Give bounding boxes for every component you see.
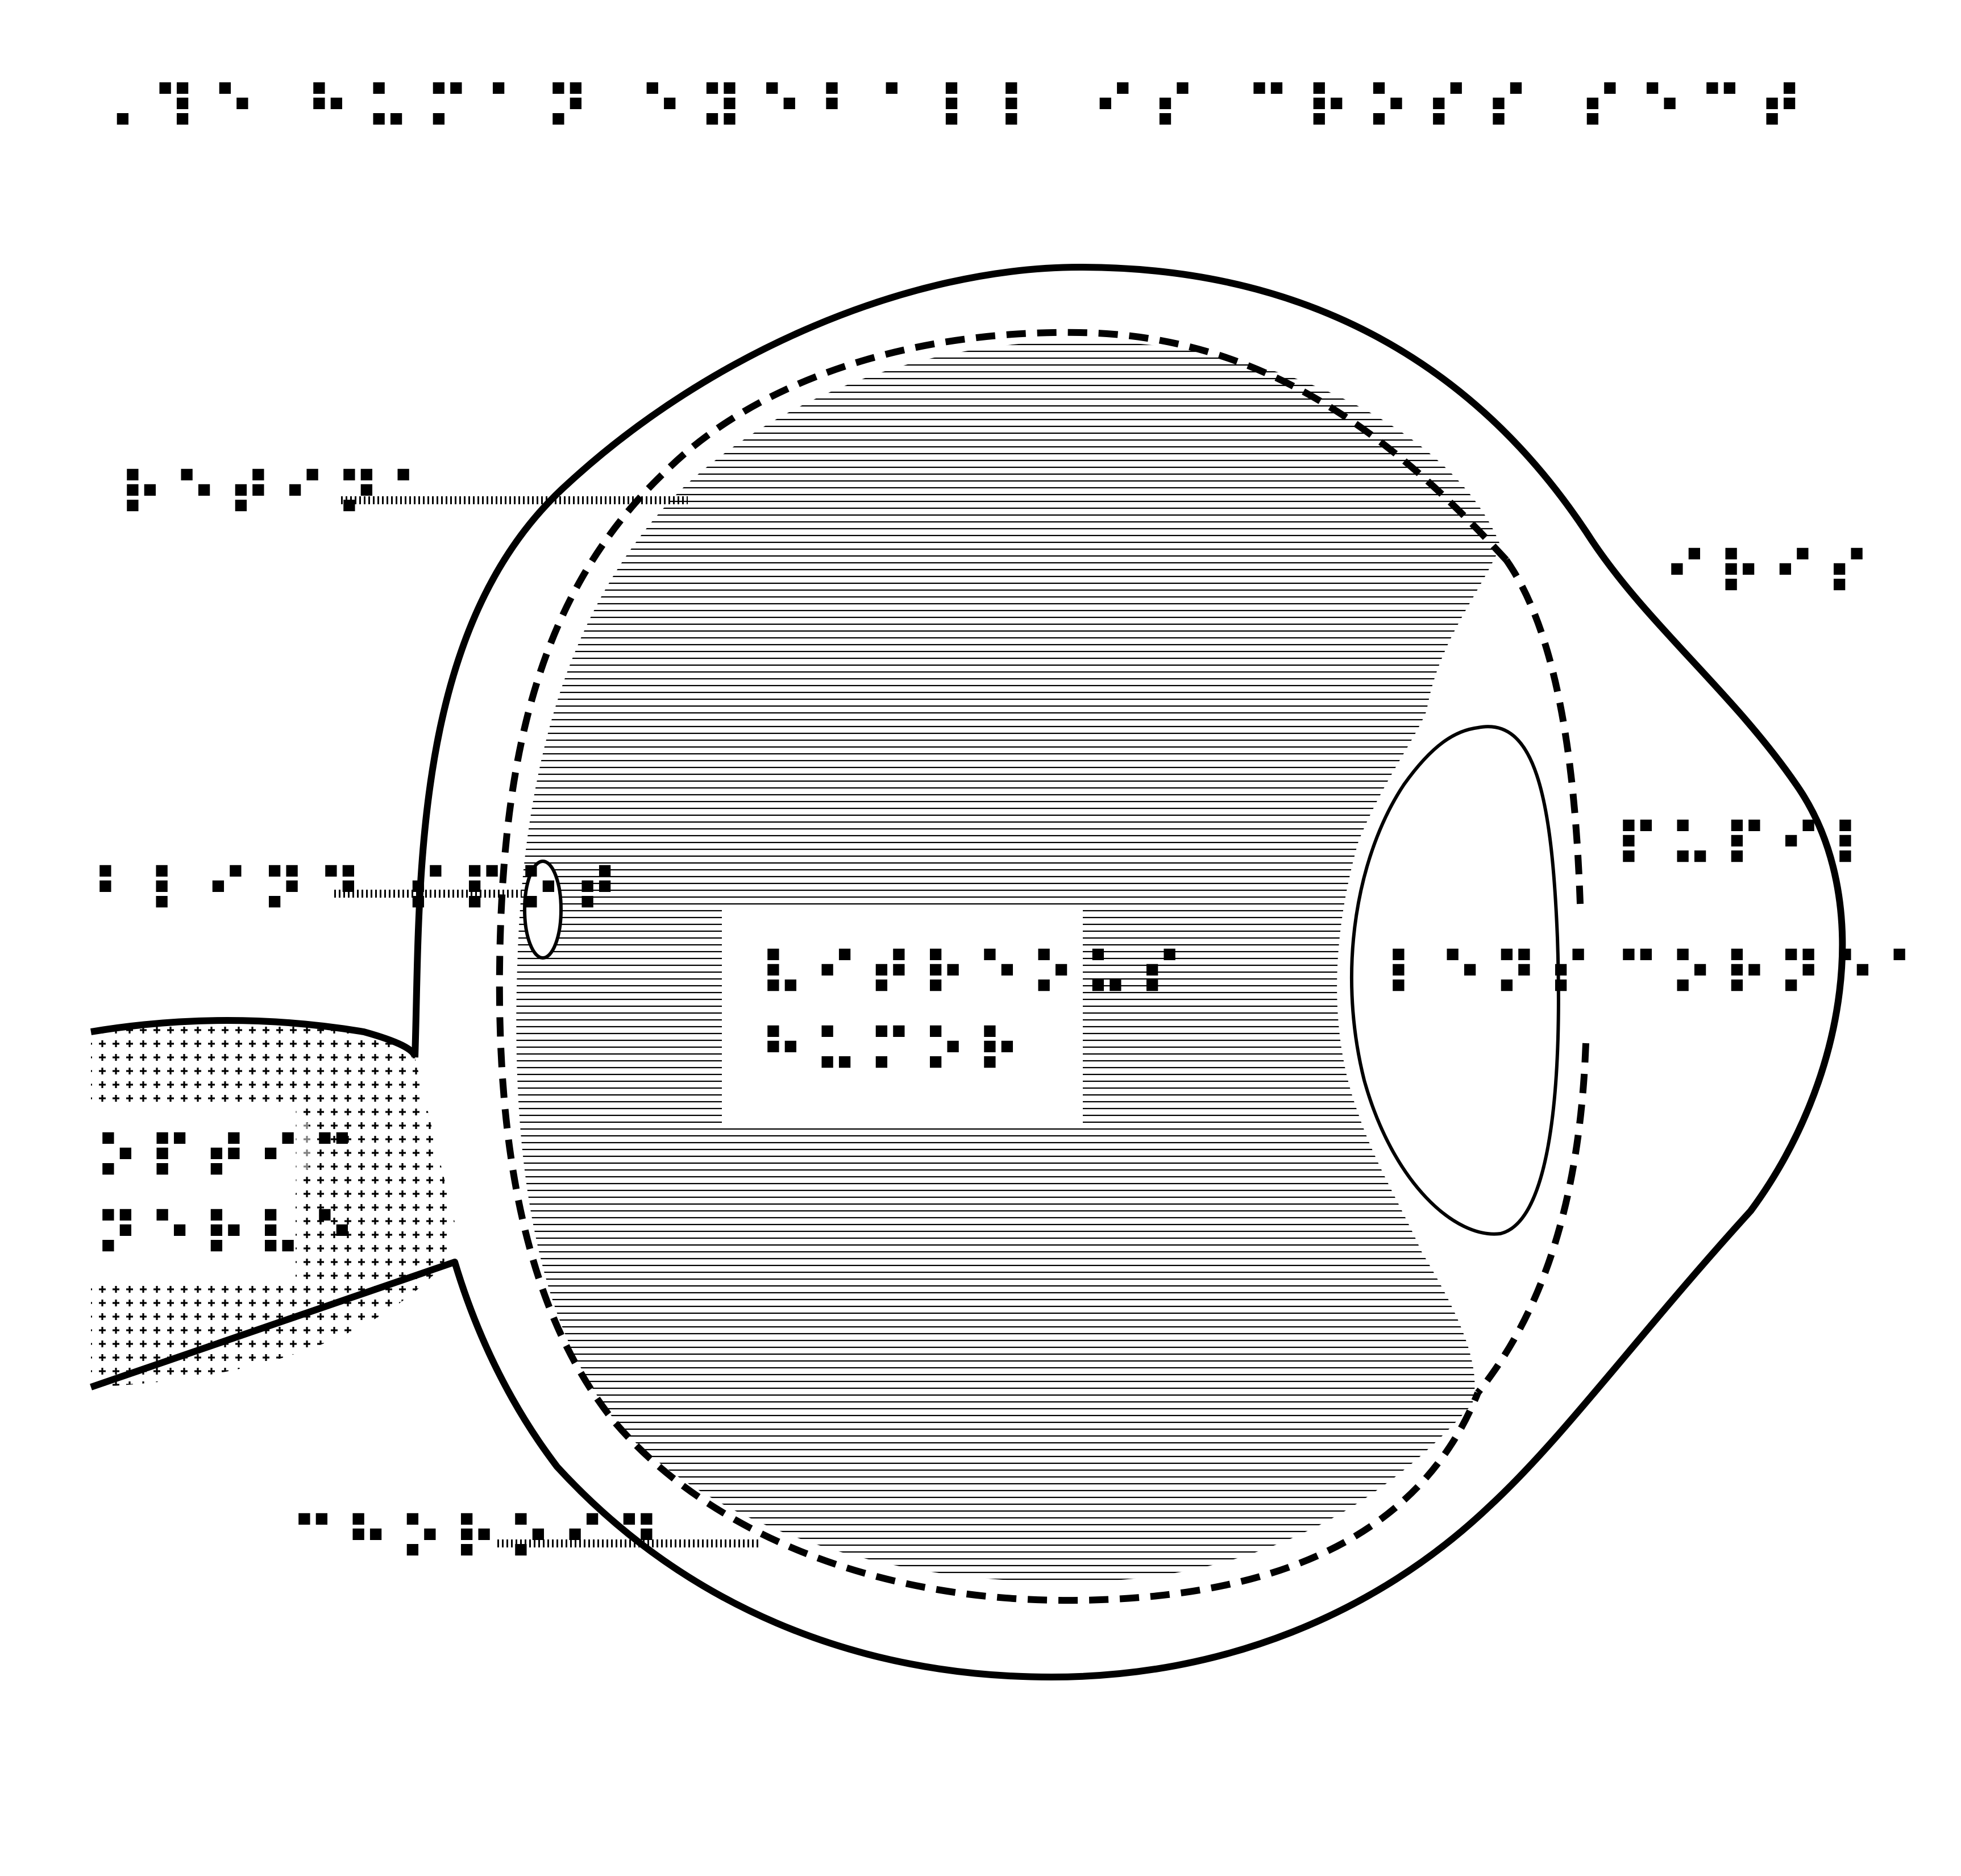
label-optic-nerve-line1: ⠕⠏⠞⠊⠉	[94, 1123, 365, 1193]
label-iris: ⠊⠗⠊⠎	[1663, 539, 1879, 608]
label-optic-nerve-line2: ⠝⠑⠗⠧⠑	[94, 1200, 365, 1269]
vitreous-label-box	[722, 910, 1083, 1126]
label-vitreous-line2: ⠓⠥⠍⠕⠗	[759, 1016, 1030, 1086]
optic-nerve-outline	[90, 1017, 418, 1059]
diagram-title: ⠠⠹⠑ ⠓⠥⠍⠁⠝ ⠑⠽⠑⠃⠁⠇⠇ ⠊⠎ ⠉⠗⠕⠎⠎ ⠎⠑⠉⠞	[91, 73, 1818, 143]
label-retina: ⠗⠑⠞⠊⠝⠁	[118, 460, 443, 529]
retina-dashed-line	[496, 329, 1509, 1604]
label-vitreous-line1: ⠧⠊⠞⠗⠑⠕⠥⠎	[759, 940, 1192, 1009]
label-pupil: ⠏⠥⠏⠊⠇	[1614, 811, 1885, 880]
sclera-outline	[90, 264, 1846, 1680]
lens-outline	[1349, 725, 1560, 1236]
iris-dashed-lower	[1475, 1043, 1589, 1395]
label-choroid: ⠉⠓⠕⠗⠕⠊⠙	[290, 1504, 669, 1574]
blind-spot-ellipse	[523, 860, 563, 960]
label-blind-spot: ⠃⠇⠊⠝⠙ ⠎⠏⠕⠞	[91, 856, 630, 925]
iris-dashed-upper	[1503, 558, 1584, 904]
label-lens: ⠇⠑⠝⠎	[1384, 940, 1601, 1009]
label-cornea: ⠉⠕⠗⠝⠑⠁	[1614, 940, 1939, 1009]
